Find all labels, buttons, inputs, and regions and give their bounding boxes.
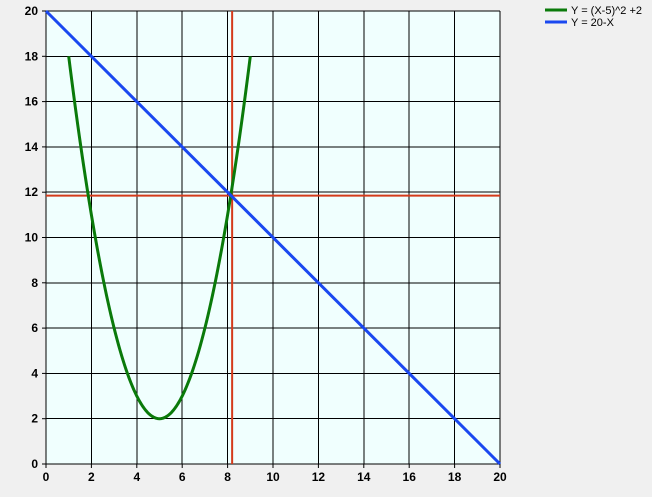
y-tick-label: 2: [31, 412, 38, 426]
legend-label: Y = 20-X: [571, 17, 615, 29]
series-line-2: [44, 9, 502, 466]
y-tick-label: 12: [25, 185, 39, 199]
y-tick-label: 0: [31, 457, 38, 471]
x-tick-label: 18: [448, 470, 462, 484]
x-tick-label: 16: [403, 470, 417, 484]
y-tick-label: 16: [25, 95, 39, 109]
y-tick-label: 6: [31, 321, 38, 335]
y-tick-label: 18: [25, 49, 39, 63]
x-tick-label: 8: [224, 470, 231, 484]
x-tick-label: 10: [266, 470, 280, 484]
x-tick-label: 12: [312, 470, 326, 484]
y-tick-label: 10: [25, 231, 39, 245]
series-line-1: [67, 56, 252, 421]
y-tick-label: 20: [25, 4, 39, 18]
x-tick-label: 6: [179, 470, 186, 484]
x-tick-label: 4: [133, 470, 140, 484]
y-tick-label: 4: [31, 366, 38, 380]
y-tick-label: 8: [31, 276, 38, 290]
legend-label: Y = (X-5)^2 +2: [571, 5, 642, 17]
x-tick-label: 20: [493, 470, 507, 484]
x-tick-label: 0: [43, 470, 50, 484]
x-tick-label: 2: [88, 470, 95, 484]
x-tick-label: 14: [357, 470, 371, 484]
y-tick-label: 14: [25, 140, 39, 154]
